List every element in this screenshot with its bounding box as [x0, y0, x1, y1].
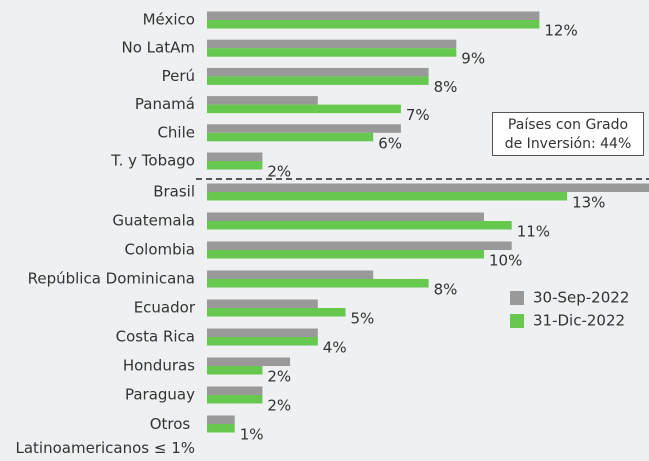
bar: [207, 357, 291, 366]
y-tick-label-line: Latinoamericanos ≤ 1%: [16, 439, 196, 457]
y-tick-label: Honduras: [123, 357, 195, 375]
value-label: 8%: [434, 78, 458, 96]
bar: [207, 132, 374, 142]
bar: [207, 96, 318, 105]
value-label: 10%: [489, 252, 522, 270]
legend-swatch: [510, 314, 524, 328]
value-label: 6%: [378, 134, 402, 152]
bar: [207, 395, 263, 404]
y-tick-label: Panamá: [135, 95, 195, 113]
y-tick-label: Otros Latinoamericanos ≤ 1%: [16, 415, 196, 457]
value-label: 13%: [572, 194, 605, 212]
bar: [207, 183, 649, 192]
legend-swatch: [510, 291, 524, 305]
bar: [207, 11, 540, 20]
value-label: 2%: [267, 163, 291, 181]
y-tick-label: República Dominicana: [28, 270, 195, 288]
bar: [207, 386, 263, 395]
bar: [207, 250, 484, 259]
bar: [207, 212, 484, 221]
bar: [207, 221, 512, 230]
bar: [207, 48, 457, 57]
y-tick-label: México: [143, 11, 195, 29]
bar: [207, 424, 235, 433]
y-tick-label: Colombia: [125, 241, 196, 259]
y-tick-label: Chile: [157, 123, 195, 141]
value-label: 4%: [323, 339, 347, 357]
y-tick-label: Brasil: [153, 183, 195, 201]
bar: [207, 241, 512, 250]
y-tick-label: Perú: [162, 67, 195, 85]
bar: [207, 39, 457, 49]
y-tick-label: Costa Rica: [116, 328, 195, 346]
bar: [207, 337, 318, 346]
bar: [207, 308, 346, 317]
value-label: 2%: [267, 397, 291, 415]
bar: [207, 104, 401, 114]
y-tick-label-line: Otros: [150, 415, 195, 433]
annotation: Países con Grado de Inversión: 44%: [492, 112, 644, 156]
y-tick-label: Guatemala: [112, 212, 195, 230]
y-tick-label: Paraguay: [125, 386, 195, 404]
bar: [207, 270, 374, 279]
bar: [207, 161, 263, 170]
bar: [207, 415, 235, 424]
y-tick-label: Ecuador: [134, 299, 196, 317]
value-label: 8%: [434, 281, 458, 299]
bar: [207, 192, 568, 201]
y-tick-label: No LatAm: [122, 39, 195, 57]
value-label: 7%: [406, 106, 430, 124]
value-label: 5%: [351, 310, 375, 328]
y-tick-label: T. y Tobago: [110, 152, 195, 170]
bar: [207, 76, 429, 85]
legend-label: 31-Dic-2022: [533, 312, 625, 330]
value-label: 2%: [267, 368, 291, 386]
bar: [207, 299, 318, 308]
value-label: 1%: [240, 426, 264, 444]
bar: [207, 366, 263, 375]
bar: [207, 67, 429, 77]
bar: [207, 152, 263, 161]
value-label: 11%: [517, 223, 550, 241]
bar: [207, 279, 429, 288]
bar: [207, 328, 318, 337]
bar: [207, 124, 401, 133]
value-label: 12%: [544, 22, 577, 40]
legend-label: 30-Sep-2022: [533, 289, 629, 307]
value-label: 9%: [461, 50, 485, 68]
bar: [207, 20, 540, 29]
